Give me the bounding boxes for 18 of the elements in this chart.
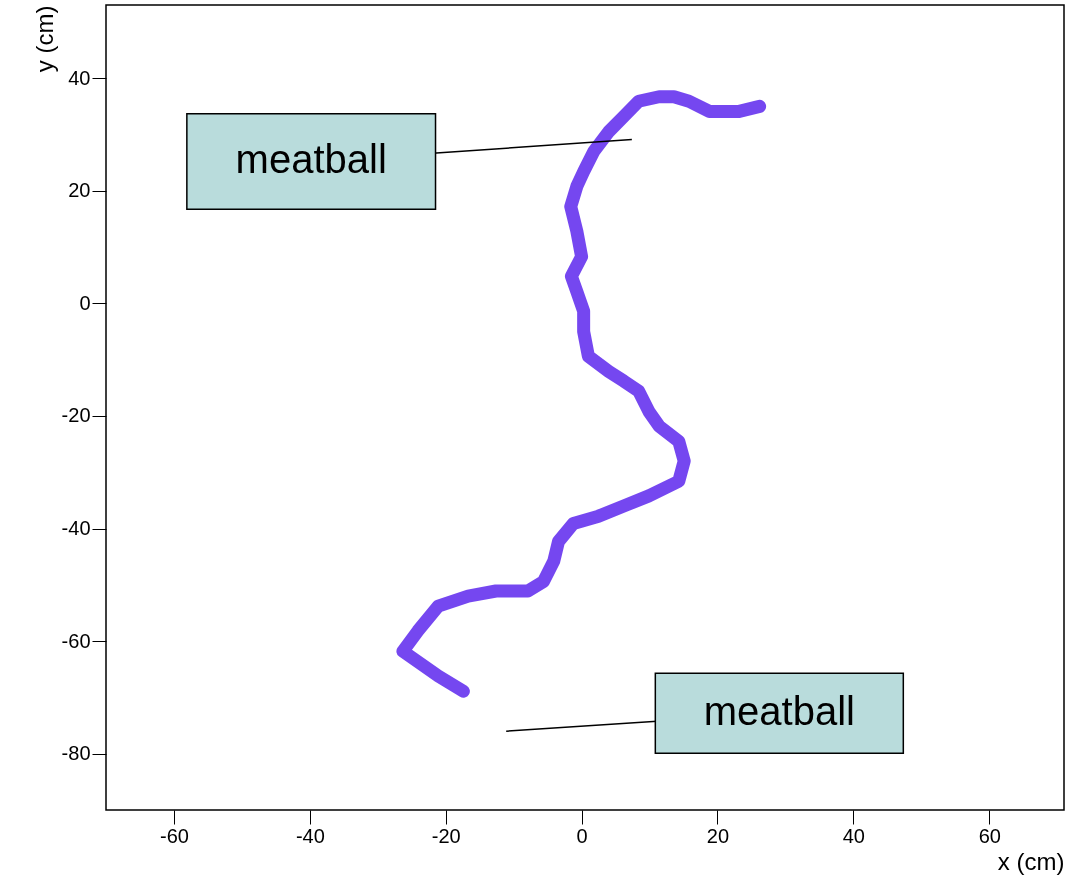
x-tick-label: -20 — [431, 824, 461, 847]
annotation: meatball — [235, 137, 387, 182]
y-axis-title: y (cm) — [30, 5, 58, 73]
x-tick-label: -40 — [295, 824, 325, 847]
x-tick-label: 0 — [576, 824, 588, 847]
y-tick-label: 0 — [79, 291, 91, 314]
x-tick-label: -60 — [159, 824, 189, 847]
y-tick-label: -60 — [61, 629, 91, 652]
y-tick-label: 40 — [68, 66, 91, 89]
x-tick-label: 20 — [706, 824, 730, 847]
x-tick-label: 40 — [842, 824, 865, 847]
y-tick-label: -80 — [61, 742, 91, 765]
y-tick-label: -20 — [61, 404, 91, 427]
y-tick-label: -40 — [61, 517, 91, 540]
annotation: meatball — [703, 689, 855, 734]
x-tick-label: 60 — [978, 824, 1001, 847]
x-axis-title: x (cm) — [997, 847, 1065, 875]
y-tick-label: 20 — [68, 179, 91, 202]
